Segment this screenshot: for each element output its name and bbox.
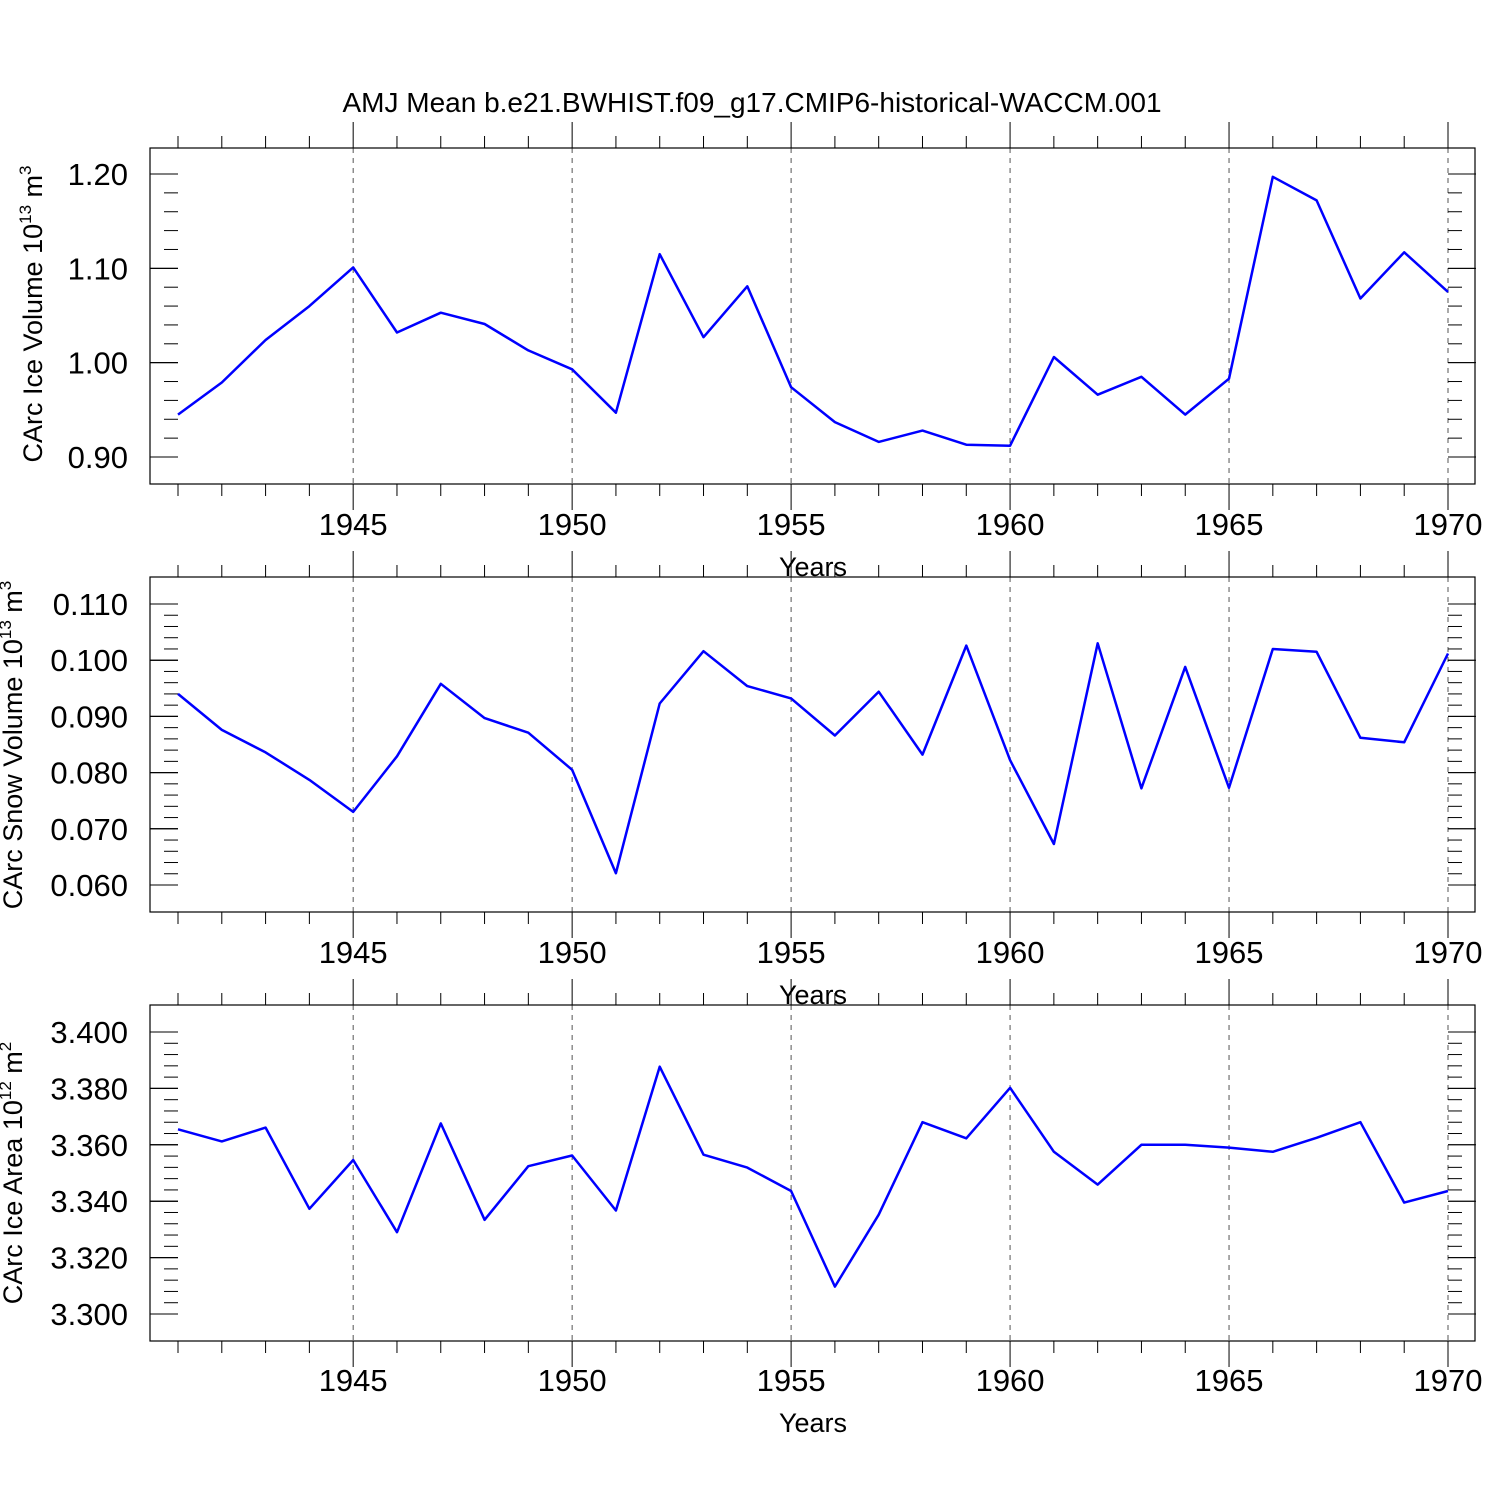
- x-tick-label: 1970: [1414, 1363, 1483, 1398]
- y-tick-label: 0.90: [68, 440, 128, 475]
- x-tick-label: 1960: [976, 1363, 1045, 1398]
- chart-title: AMJ Mean b.e21.BWHIST.f09_g17.CMIP6-hist…: [342, 87, 1161, 118]
- x-tick-label: 1945: [319, 1363, 388, 1398]
- y-axis-label-text: CArc Ice Area 10: [0, 1100, 28, 1304]
- y-tick-label: 0.080: [50, 756, 128, 791]
- y-axis-label: CArc Ice Area 1012 m2: [0, 1042, 28, 1305]
- y-axis-label-text: m: [0, 1051, 28, 1081]
- x-tick-label: 1955: [757, 1363, 826, 1398]
- y-axis-label-exponent: 2: [0, 1042, 15, 1051]
- x-tick-label: 1955: [757, 935, 826, 970]
- series-line: [177, 642, 1450, 875]
- x-tick-label: 1950: [538, 507, 607, 542]
- y-tick-label: 1.10: [68, 251, 128, 286]
- y-tick-label: 0.060: [50, 868, 128, 903]
- x-axis-label: Years: [779, 1408, 847, 1438]
- x-tick-label: 1970: [1414, 935, 1483, 970]
- y-axis-label-exponent: 12: [0, 1081, 15, 1100]
- x-tick-label: 1965: [1195, 1363, 1264, 1398]
- x-tick-label: 1960: [976, 935, 1045, 970]
- y-tick-label: 3.320: [50, 1241, 128, 1276]
- x-tick-label: 1955: [757, 507, 826, 542]
- plot-frame: [149, 576, 1476, 913]
- x-tick-label: 1950: [538, 1363, 607, 1398]
- chart-panels: 0.90 1.00 1.10 1.20 1945 1950 1955 1960 1965 1970…: [0, 122, 1482, 1438]
- y-tick-label: 3.400: [50, 1015, 128, 1050]
- x-tick-label: 1945: [319, 507, 388, 542]
- y-tick-label: 1.20: [68, 157, 128, 192]
- y-tick-label: 1.00: [68, 346, 128, 381]
- y-axis-label-text: m: [18, 175, 48, 205]
- x-tick-label: 1965: [1195, 935, 1264, 970]
- x-tick-label: 1960: [976, 507, 1045, 542]
- panel-3: 3.300 3.320 3.340 3.360 3.380 3.400 1945 1950 19…: [0, 979, 1482, 1438]
- y-tick-label: 3.380: [50, 1071, 128, 1106]
- y-tick-label: 0.070: [50, 812, 128, 847]
- y-tick-label: 3.340: [50, 1184, 128, 1219]
- y-axis-label-exponent: 3: [16, 165, 35, 174]
- y-axis-label-text: CArc Snow Volume 10: [0, 639, 28, 909]
- series-line: [177, 175, 1449, 447]
- plot-frame: [149, 147, 1476, 485]
- y-tick-label: 3.360: [50, 1128, 128, 1163]
- x-tick-label: 1950: [538, 935, 607, 970]
- panel-1: 0.90 1.00 1.10 1.20 1945 1950 1955 1960 1965 1970…: [16, 122, 1482, 582]
- y-tick-label: 0.090: [50, 699, 128, 734]
- x-tick-label: 1965: [1195, 507, 1264, 542]
- x-tick-label: 1945: [319, 935, 388, 970]
- y-axis-label-exponent: 13: [0, 620, 15, 639]
- y-axis-label-exponent: 3: [0, 581, 15, 590]
- plot-frame: [149, 1004, 1476, 1342]
- series-line: [177, 1065, 1449, 1288]
- panel-2: 0.060 0.070 0.080 0.090 0.100 0.110 1945 1950 19…: [0, 551, 1482, 1010]
- y-tick-label: 0.110: [53, 587, 128, 622]
- y-tick-label: 0.100: [50, 643, 128, 678]
- y-axis-label: CArc Snow Volume 1013 m3: [0, 581, 28, 910]
- y-axis-label: CArc Ice Volume 1013 m3: [16, 165, 48, 462]
- y-axis-label-exponent: 13: [16, 205, 35, 224]
- x-tick-label: 1970: [1414, 507, 1483, 542]
- y-tick-label: 3.300: [50, 1297, 128, 1332]
- y-axis-label-text: m: [0, 590, 28, 620]
- y-axis-label-text: CArc Ice Volume 10: [18, 224, 48, 463]
